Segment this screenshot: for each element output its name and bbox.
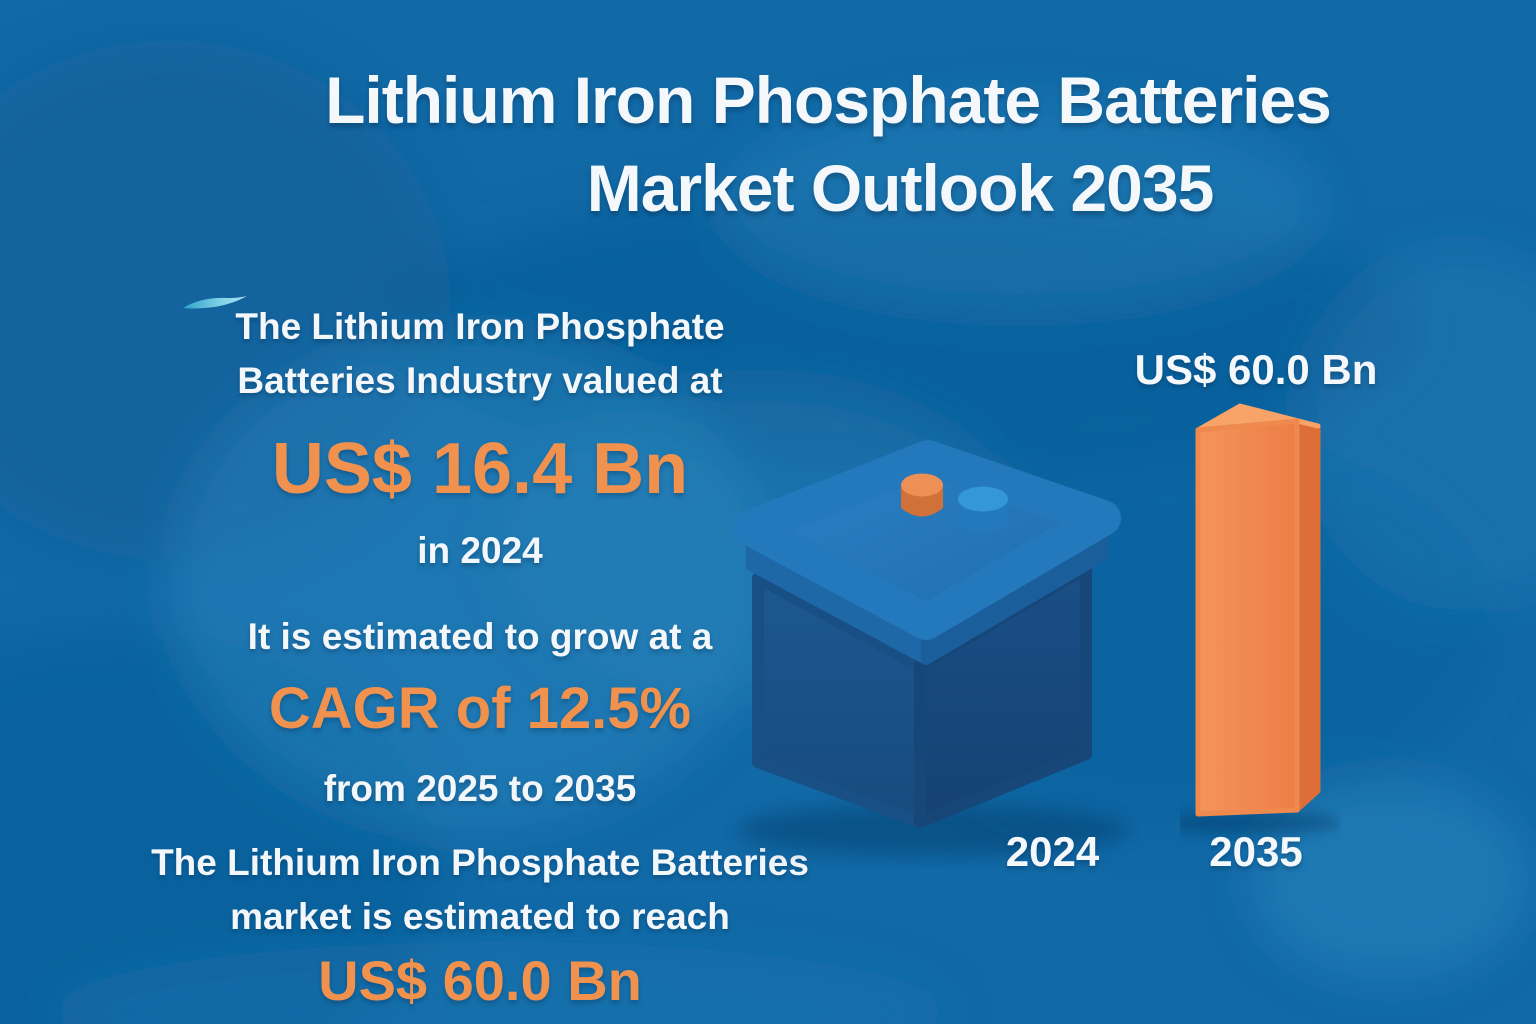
title-line-1: Lithium Iron Phosphate Batteries: [325, 63, 1332, 137]
bar-side-face: [1294, 418, 1321, 813]
intro-line-2: Batteries Industry valued at: [237, 360, 723, 401]
market-value-2024-caption: in 2024: [417, 530, 543, 571]
page-title: Lithium Iron Phosphate Batteries Market …: [118, 56, 1536, 232]
comet-swoosh-icon: [183, 296, 247, 309]
market-value-2024: US$ 16.4 Bn: [271, 429, 689, 509]
bar-ground-shadow: [1180, 811, 1340, 835]
bar-2035-column: [1180, 403, 1340, 835]
growth-intro: It is estimated to grow at a: [247, 616, 713, 657]
market-value-2035: US$ 60.0 Bn: [318, 949, 642, 1012]
market-outlook-intro: The Lithium Iron Phosphate Batteries mar…: [50, 836, 910, 944]
intro-line-1: The Lithium Iron Phosphate: [235, 306, 725, 347]
axis-label-2024: 2024: [1005, 828, 1100, 875]
outlook-line-2: market is estimated to reach: [230, 896, 730, 937]
title-line-2: Market Outlook 2035: [586, 151, 1215, 225]
cagr-value: CAGR of 12.5%: [268, 676, 692, 741]
cagr-period: from 2025 to 2035: [323, 768, 637, 809]
industry-valuation-intro: The Lithium Iron Phosphate Batteries Ind…: [50, 300, 910, 408]
outlook-line-1: The Lithium Iron Phosphate Batteries: [151, 842, 809, 883]
bar-front-face: [1195, 418, 1300, 817]
battery-terminal-positive-top: [901, 473, 943, 497]
battery-lid-top: [733, 440, 1121, 640]
battery-ground-shadow: [738, 804, 1128, 856]
battery-3d-illustration: [733, 440, 1128, 856]
battery-terminal-negative-top: [958, 486, 1008, 512]
bar-2035-value-label: US$ 60.0 Bn: [1134, 346, 1378, 393]
axis-label-2035: 2035: [1209, 828, 1303, 875]
